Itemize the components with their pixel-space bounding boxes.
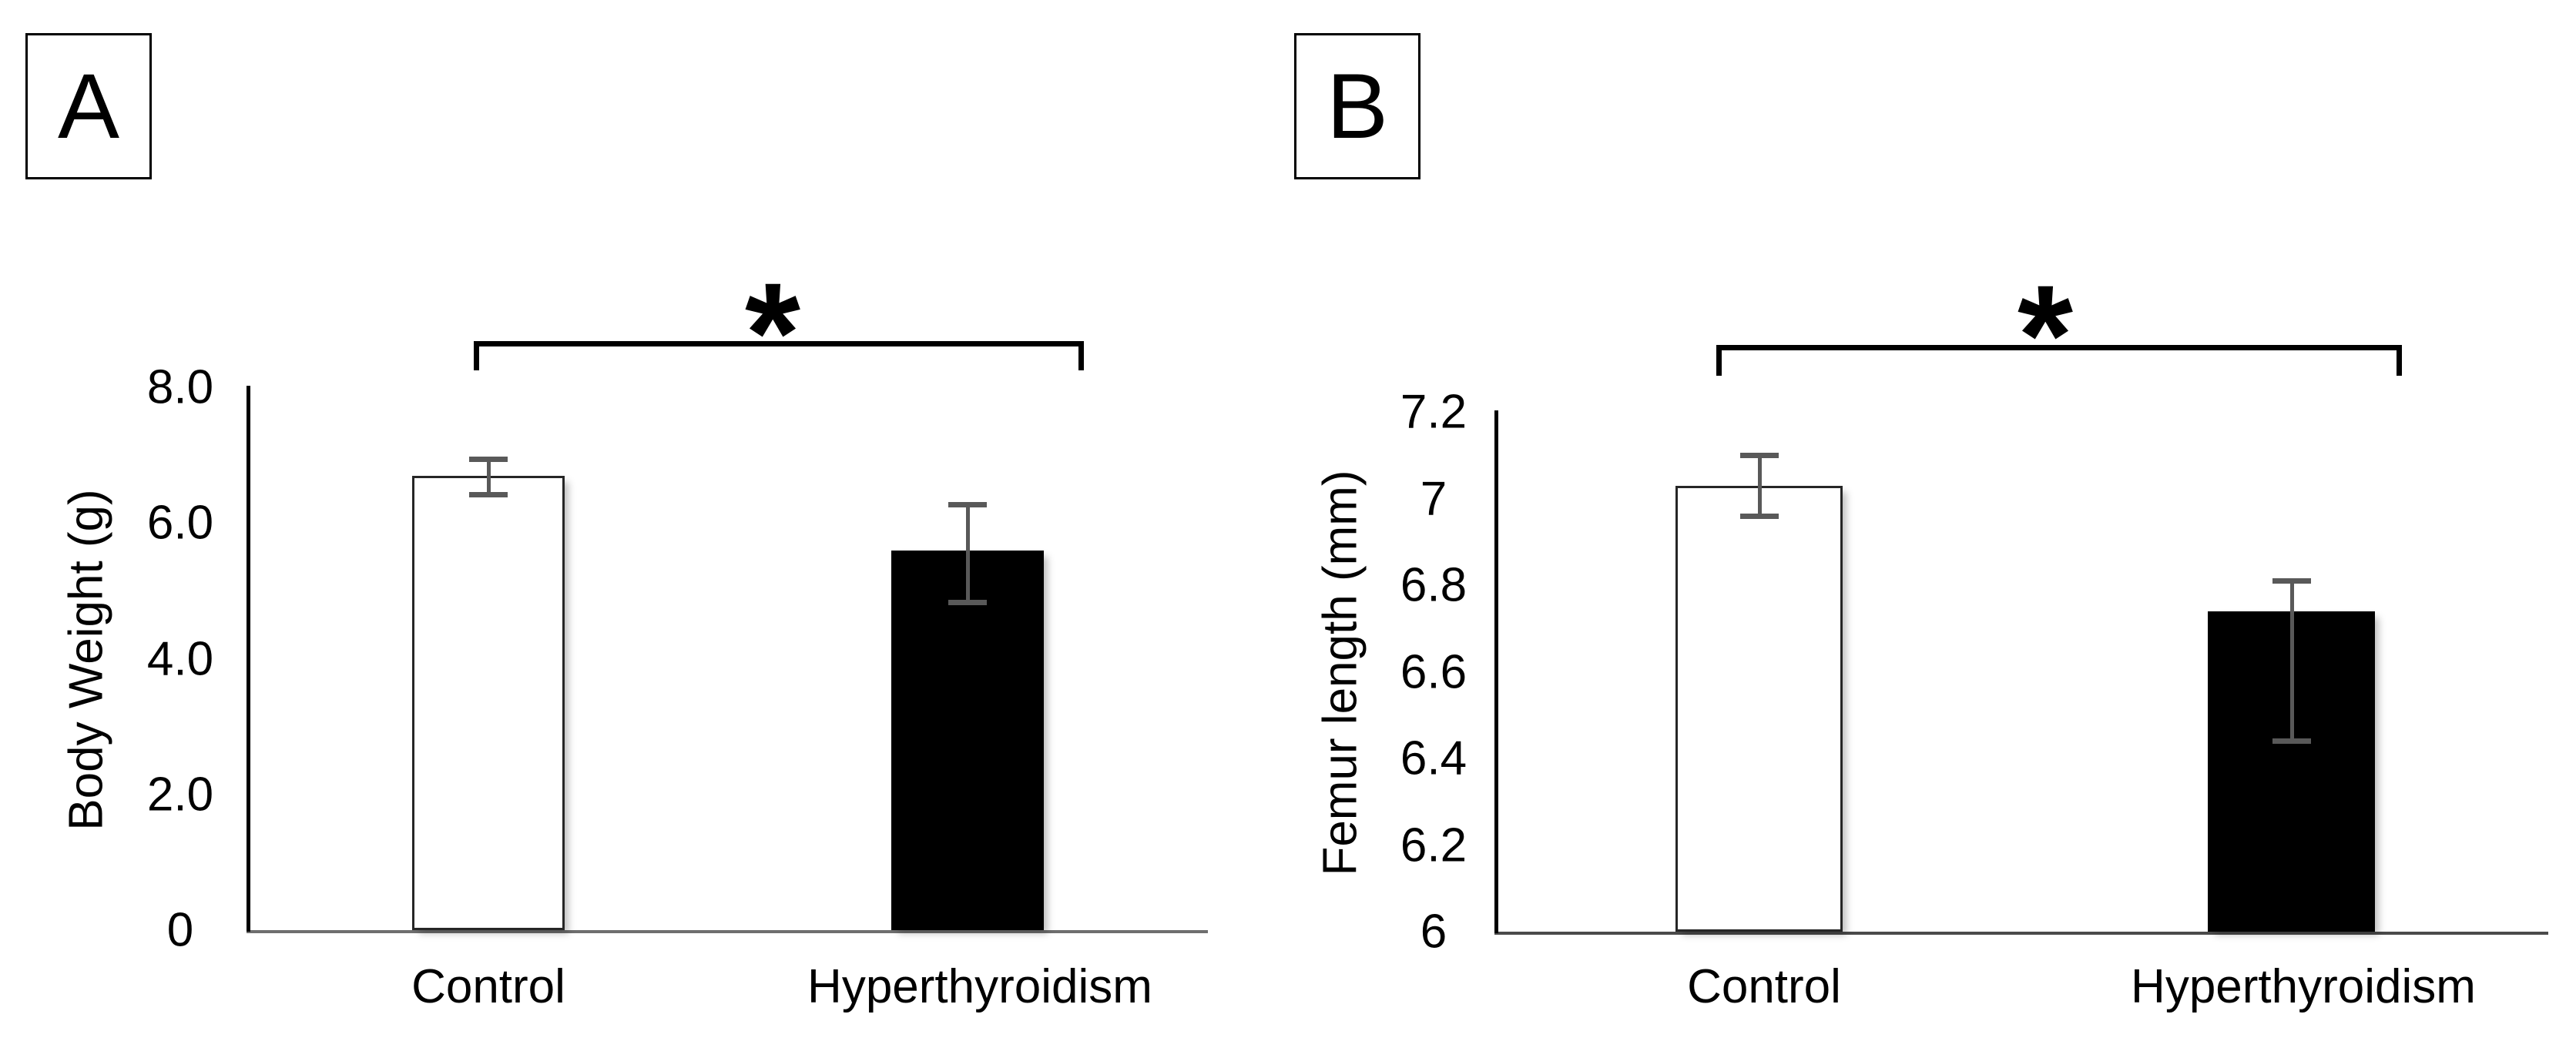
error-bar-cap-bottom [1740, 514, 1779, 519]
error-bar-cap-top [1740, 453, 1779, 458]
error-bar-line [487, 459, 491, 494]
y-tick-label: 6.4 [1400, 731, 1467, 785]
error-bar-cap-top [948, 502, 987, 507]
bar-hyperthyroidism [891, 551, 1044, 930]
y-tick-label: 2.0 [146, 768, 214, 822]
error-bar-cap-bottom [469, 492, 508, 497]
error-bar-line [1758, 455, 1762, 516]
x-tick-label: Control [411, 960, 565, 1013]
panel-label-box-a: A [25, 33, 152, 179]
y-axis-title: Femur length (mm) [1313, 470, 1367, 876]
y-tick-label: 6 [1420, 905, 1447, 959]
y-axis-title: Body Weight (g) [59, 489, 113, 831]
error-bar-cap-top [2272, 578, 2311, 584]
y-tick-label: 0 [166, 903, 194, 957]
significance-asterisk: * [2018, 256, 2073, 415]
y-tick-label: 8.0 [146, 360, 214, 414]
y-axis-line [1494, 410, 1498, 933]
y-tick-label: 7 [1420, 472, 1447, 526]
panel-label-box-b: B [1294, 33, 1420, 179]
bar-control [412, 476, 565, 930]
error-bar-line [2290, 581, 2294, 741]
y-tick-label: 4.0 [146, 632, 214, 686]
significance-bracket [474, 341, 1084, 370]
panel-label-b: B [1326, 55, 1389, 158]
bar-control [1675, 486, 1843, 932]
error-bar-line [966, 504, 970, 602]
y-tick-label: 6.0 [146, 496, 214, 550]
error-bar-cap-bottom [948, 600, 987, 605]
x-tick-label: Hyperthyroidism [807, 960, 1152, 1013]
x-tick-label: Hyperthyroidism [2131, 960, 2476, 1013]
panel-label-a: A [57, 55, 120, 158]
y-tick-label: 6.6 [1400, 645, 1467, 699]
x-axis-line [247, 930, 1208, 933]
y-tick-label: 6.8 [1400, 558, 1467, 612]
y-axis-line [247, 386, 250, 932]
error-bar-cap-bottom [2272, 738, 2311, 744]
significance-asterisk: * [745, 254, 800, 413]
error-bar-cap-top [469, 457, 508, 462]
bar-hyperthyroidism [2208, 611, 2375, 932]
x-tick-label: Control [1687, 960, 1841, 1013]
y-tick-label: 7.2 [1400, 385, 1467, 439]
significance-bracket [1716, 345, 2402, 376]
y-tick-label: 6.2 [1400, 818, 1467, 872]
x-axis-line [1494, 932, 2548, 935]
